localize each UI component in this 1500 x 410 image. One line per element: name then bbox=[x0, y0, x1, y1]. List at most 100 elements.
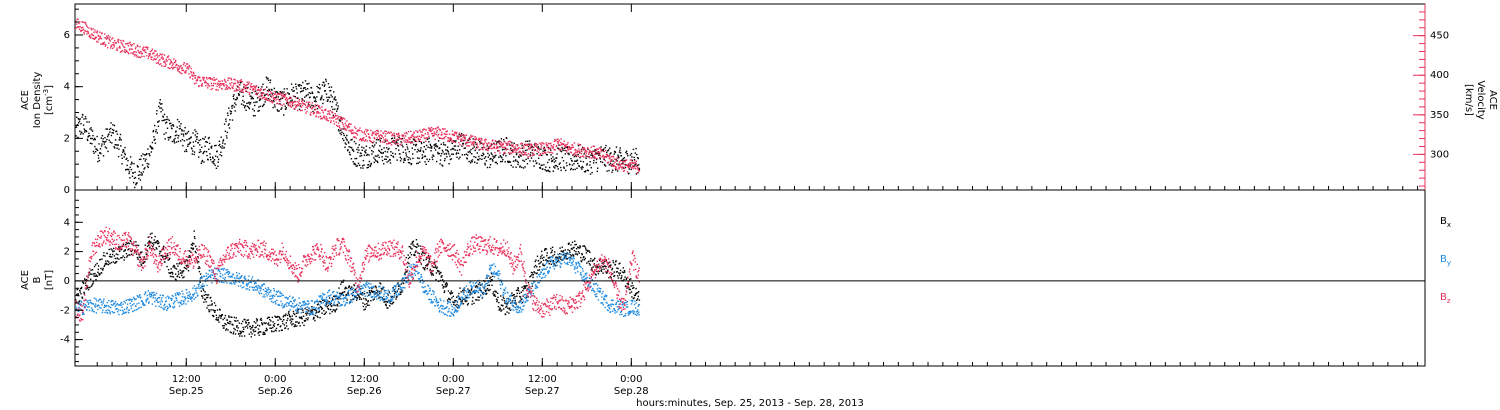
data-point bbox=[436, 131, 438, 133]
data-point bbox=[109, 141, 111, 143]
data-point bbox=[459, 136, 461, 138]
data-point bbox=[234, 320, 236, 322]
data-point bbox=[163, 304, 165, 307]
data-point bbox=[342, 281, 344, 283]
data-point bbox=[367, 164, 369, 166]
data-point bbox=[484, 141, 486, 143]
data-point bbox=[619, 149, 621, 151]
data-point bbox=[434, 145, 436, 147]
data-point bbox=[431, 265, 433, 267]
data-point bbox=[425, 148, 427, 151]
data-point bbox=[119, 309, 122, 312]
data-point bbox=[373, 157, 375, 159]
data-point bbox=[161, 65, 163, 67]
data-point bbox=[539, 257, 542, 260]
data-point bbox=[404, 141, 406, 143]
data-point bbox=[232, 273, 234, 275]
data-point bbox=[407, 140, 409, 142]
data-point bbox=[276, 91, 278, 93]
data-point bbox=[129, 299, 132, 301]
data-point bbox=[601, 161, 604, 164]
data-point bbox=[577, 150, 579, 152]
data-point bbox=[375, 160, 377, 162]
data-point bbox=[463, 154, 466, 156]
data-point bbox=[86, 301, 89, 303]
data-point bbox=[541, 254, 543, 256]
data-point bbox=[222, 274, 224, 276]
data-point bbox=[344, 142, 346, 144]
data-point bbox=[339, 118, 341, 120]
data-point bbox=[313, 97, 315, 99]
data-point bbox=[222, 83, 224, 85]
data-point bbox=[146, 165, 149, 167]
data-point bbox=[467, 139, 469, 141]
data-point bbox=[493, 142, 495, 144]
data-point bbox=[575, 160, 578, 162]
data-point bbox=[381, 135, 383, 137]
data-point bbox=[286, 88, 288, 90]
data-point bbox=[150, 146, 152, 148]
data-point bbox=[591, 269, 593, 271]
data-point bbox=[152, 292, 154, 294]
data-point bbox=[487, 156, 489, 158]
data-point bbox=[226, 87, 229, 90]
data-point bbox=[598, 259, 601, 262]
data-point bbox=[182, 135, 185, 137]
data-point bbox=[145, 258, 147, 260]
data-point bbox=[97, 41, 99, 43]
data-point bbox=[86, 26, 89, 28]
data-point bbox=[196, 132, 199, 135]
data-point bbox=[125, 241, 127, 244]
data-point bbox=[407, 159, 409, 161]
data-point bbox=[397, 139, 399, 141]
data-point bbox=[296, 104, 298, 106]
data-point bbox=[179, 125, 181, 127]
data-point bbox=[213, 160, 215, 162]
data-point bbox=[258, 334, 260, 336]
data-point bbox=[316, 110, 318, 113]
data-point bbox=[110, 45, 113, 47]
data-point bbox=[504, 151, 506, 154]
data-point bbox=[505, 149, 507, 151]
data-point bbox=[95, 312, 98, 314]
data-point bbox=[252, 289, 254, 291]
data-point bbox=[202, 79, 205, 81]
data-point bbox=[299, 105, 301, 107]
data-point bbox=[589, 161, 591, 163]
data-point bbox=[239, 88, 241, 90]
data-point bbox=[608, 169, 610, 172]
data-point bbox=[138, 52, 140, 54]
data-point bbox=[587, 156, 589, 158]
data-point bbox=[569, 151, 572, 153]
data-point bbox=[307, 103, 310, 105]
data-point bbox=[580, 260, 583, 263]
data-point bbox=[531, 144, 533, 146]
data-point bbox=[495, 161, 497, 163]
data-point bbox=[536, 266, 538, 268]
data-point bbox=[178, 273, 180, 275]
data-point bbox=[594, 150, 596, 152]
data-point bbox=[316, 104, 319, 106]
data-point bbox=[473, 142, 475, 145]
data-point bbox=[618, 161, 621, 163]
data-point bbox=[286, 325, 288, 327]
data-point bbox=[460, 132, 463, 135]
data-point bbox=[527, 153, 530, 155]
data-point bbox=[500, 304, 503, 306]
data-point bbox=[580, 148, 583, 151]
data-point bbox=[212, 157, 214, 159]
data-point bbox=[559, 148, 561, 150]
data-point bbox=[170, 271, 172, 274]
data-point bbox=[520, 291, 522, 293]
data-point bbox=[214, 304, 217, 307]
data-point bbox=[153, 239, 155, 241]
data-point bbox=[184, 65, 187, 67]
data-point bbox=[444, 128, 446, 130]
data-point bbox=[114, 39, 116, 42]
data-point bbox=[325, 305, 327, 307]
data-point bbox=[588, 250, 590, 252]
data-point bbox=[407, 141, 409, 143]
data-point bbox=[550, 151, 552, 154]
data-point bbox=[625, 285, 627, 288]
data-point bbox=[117, 309, 120, 311]
